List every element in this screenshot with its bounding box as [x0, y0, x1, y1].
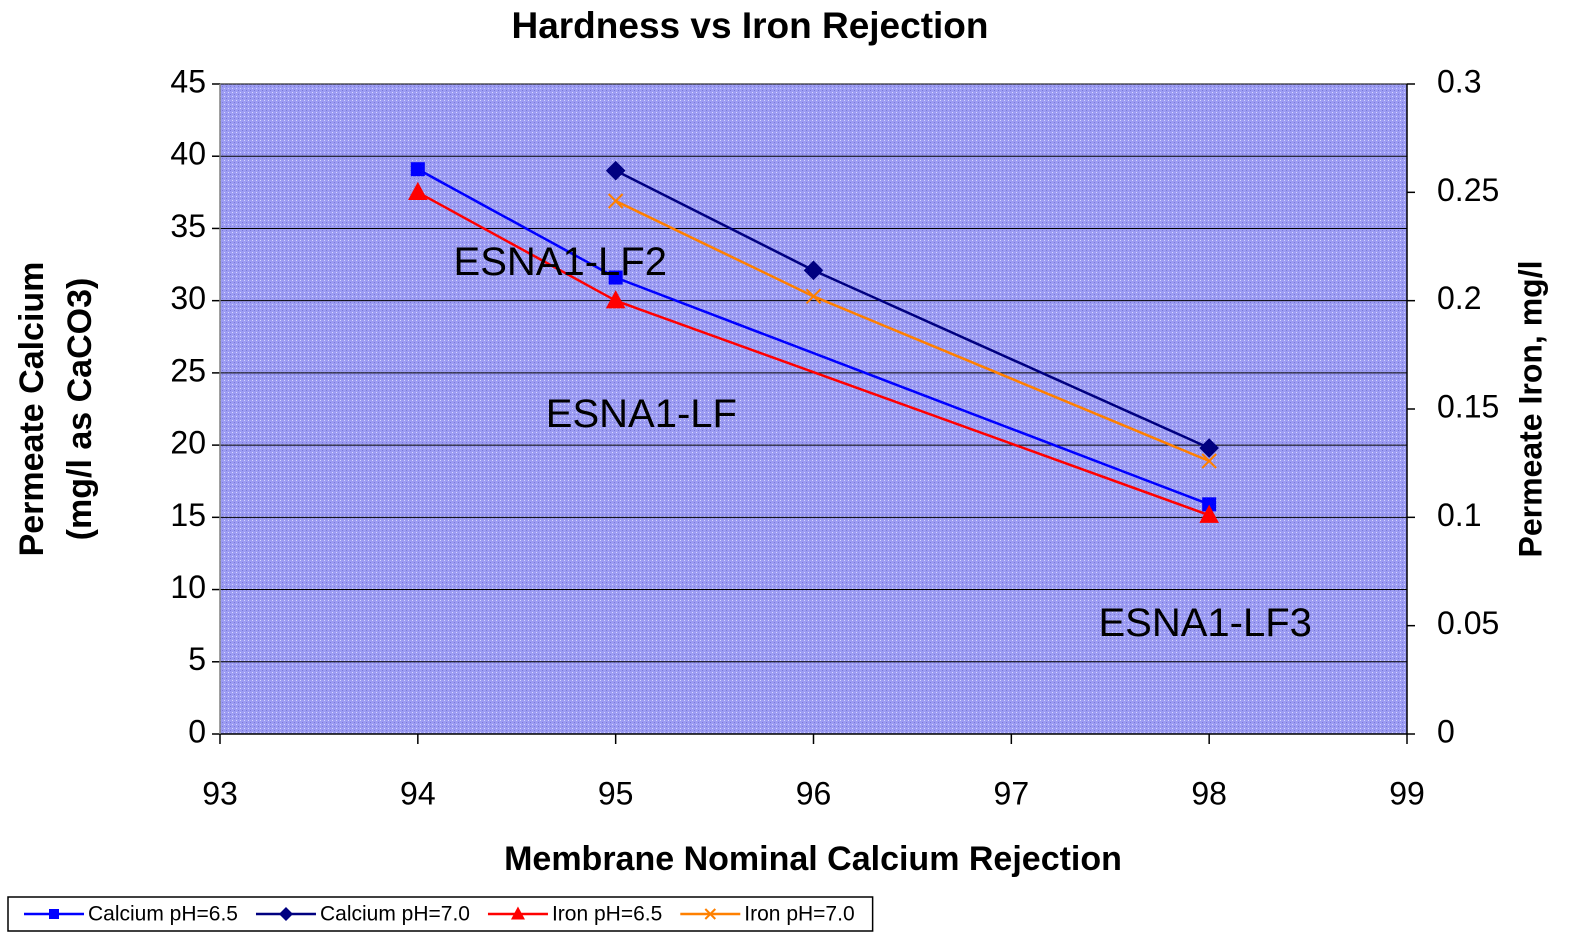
y-tick-label: 0 — [188, 713, 206, 749]
annotation: ESNA1-LF3 — [1098, 601, 1311, 645]
marker — [49, 909, 59, 919]
y-axis-label: (mg/l as CaCO3) — [61, 278, 99, 541]
y-tick-label: 10 — [170, 569, 206, 605]
marker — [408, 181, 428, 201]
y-tick-label: 5 — [188, 641, 206, 677]
x-tick-label: 95 — [598, 775, 634, 811]
marker — [278, 907, 293, 921]
y2-tick-label: 0.1 — [1437, 497, 1481, 533]
y-tick-label: 30 — [170, 280, 206, 316]
y2-tick-label: 0.3 — [1437, 63, 1481, 99]
y2-tick-label: 0.05 — [1437, 605, 1499, 641]
marker — [410, 162, 425, 177]
marker — [805, 288, 822, 305]
annotation: ESNA1-LF — [546, 392, 737, 436]
legend-label: Calcium pH=6.5 — [88, 903, 238, 926]
y-tick-label: 35 — [170, 208, 206, 244]
legend-label: Iron pH=6.5 — [552, 903, 662, 926]
marker — [1199, 438, 1219, 458]
y-tick-label: 45 — [170, 63, 206, 99]
marker — [608, 270, 623, 285]
y2-tick-label: 0.2 — [1437, 280, 1481, 316]
marker — [1199, 504, 1219, 523]
annotation: ESNA1-LF2 — [454, 240, 667, 284]
legend-label: Calcium pH=7.0 — [320, 903, 470, 926]
x-tick-label: 93 — [202, 775, 238, 811]
x-tick-label: 97 — [994, 775, 1030, 811]
legend-label: Iron pH=7.0 — [744, 903, 854, 926]
legend: Calcium pH=6.5 Calcium pH=7.0 Iron pH=6.5 I… — [7, 896, 874, 932]
y2-tick-label: 0.15 — [1437, 388, 1499, 424]
marker — [605, 290, 626, 309]
marker — [1201, 453, 1217, 469]
y2-tick-label: 0.25 — [1437, 172, 1499, 208]
legend-box — [7, 896, 874, 932]
marker — [704, 908, 717, 920]
y-axis-label: Permeate Calcium — [13, 262, 51, 557]
x-tick-label: 98 — [1191, 775, 1227, 811]
y-tick-label: 20 — [170, 425, 206, 461]
marker — [803, 260, 824, 281]
x-tick-label: 99 — [1389, 775, 1425, 811]
x-tick-label: 96 — [796, 775, 832, 811]
y-tick-label: 25 — [170, 352, 206, 388]
marker — [1202, 497, 1217, 512]
marker — [510, 906, 525, 920]
y-tick-label: 15 — [170, 497, 206, 533]
y2-axis-label: Permeate Iron, mg/l — [1512, 261, 1548, 558]
marker — [605, 160, 626, 181]
y-tick-label: 40 — [170, 136, 206, 172]
y2-tick-label: 0 — [1437, 713, 1455, 749]
x-tick-label: 94 — [400, 775, 436, 811]
x-axis-label: Membrane Nominal Calcium Rejection — [504, 840, 1122, 878]
chart-title: Hardness vs Iron Rejection — [511, 5, 988, 46]
marker — [607, 193, 624, 209]
